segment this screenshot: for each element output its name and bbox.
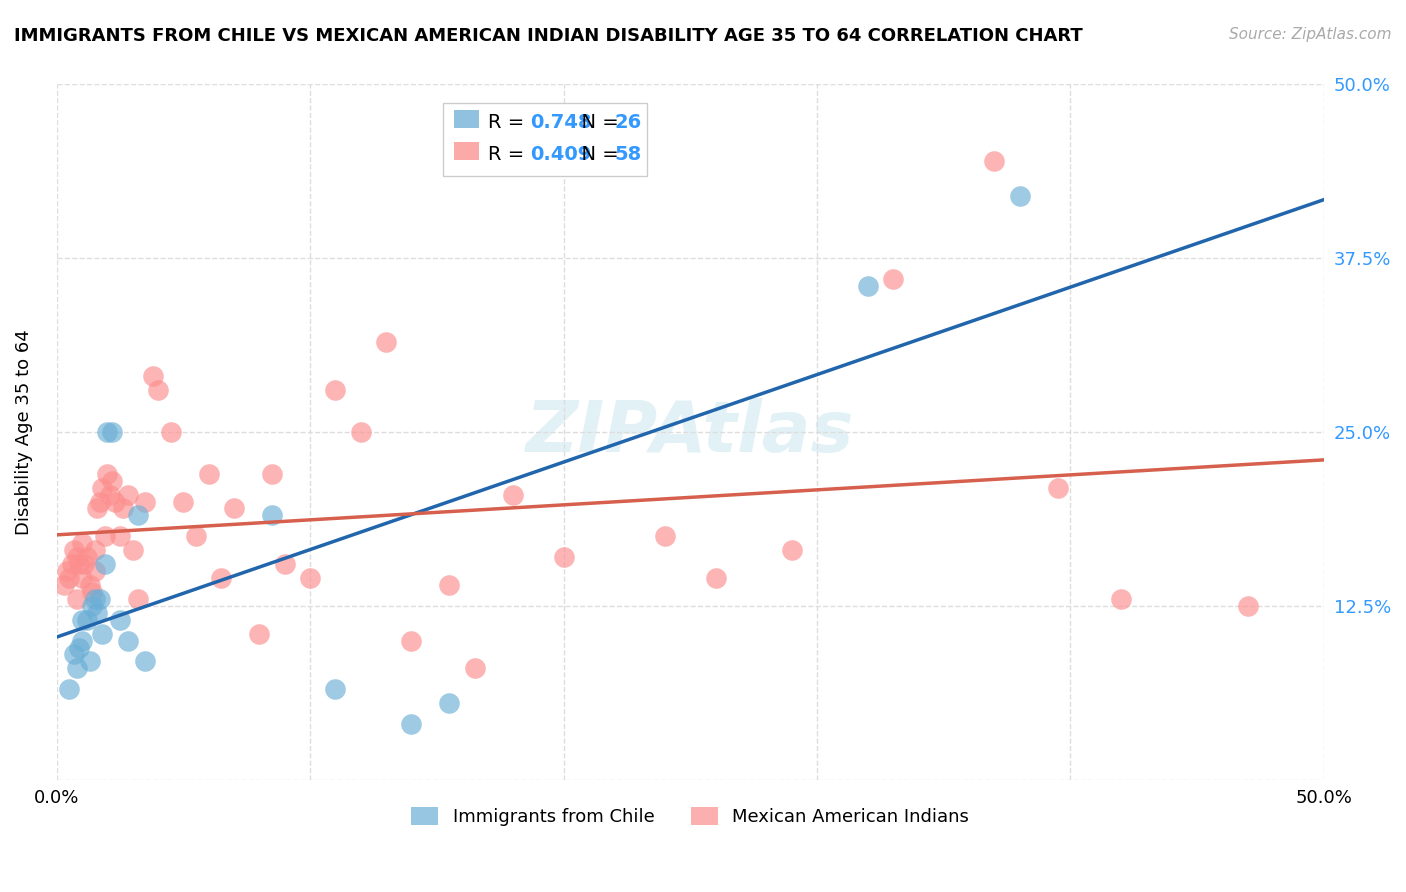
Point	[63, 543, 86, 558]
Point	[780, 543, 803, 558]
Point	[67, 640, 90, 655]
Legend: Immigrants from Chile, Mexican American Indians: Immigrants from Chile, Mexican American …	[404, 799, 976, 833]
Point	[83, 543, 105, 558]
Point	[94, 529, 117, 543]
Point	[66, 661, 89, 675]
Point	[464, 661, 486, 675]
Point	[70, 613, 93, 627]
Point	[96, 467, 118, 481]
Point	[91, 626, 114, 640]
Point	[89, 591, 111, 606]
Point	[104, 494, 127, 508]
Point	[82, 599, 104, 613]
Point	[117, 633, 139, 648]
Point	[66, 550, 89, 565]
Point	[439, 578, 461, 592]
Point	[117, 487, 139, 501]
Point	[98, 487, 121, 501]
Point	[96, 425, 118, 439]
Point	[856, 279, 879, 293]
Point	[1237, 599, 1260, 613]
Point	[82, 585, 104, 599]
Point	[350, 425, 373, 439]
Text: ZIPAtlas: ZIPAtlas	[526, 398, 855, 467]
Text: R =: R =	[488, 145, 530, 164]
Point	[60, 557, 83, 571]
Point	[94, 557, 117, 571]
Point	[67, 557, 90, 571]
Point	[101, 474, 124, 488]
Point	[70, 571, 93, 585]
Point	[553, 550, 575, 565]
Point	[274, 557, 297, 571]
Text: IMMIGRANTS FROM CHILE VS MEXICAN AMERICAN INDIAN DISABILITY AGE 35 TO 64 CORRELA: IMMIGRANTS FROM CHILE VS MEXICAN AMERICA…	[14, 27, 1083, 45]
Point	[197, 467, 219, 481]
Point	[654, 529, 676, 543]
Text: R =: R =	[488, 113, 530, 132]
Point	[76, 550, 98, 565]
Point	[70, 536, 93, 550]
Point	[108, 529, 131, 543]
Point	[91, 481, 114, 495]
Text: N =: N =	[569, 113, 626, 132]
Text: 0.409: 0.409	[530, 145, 592, 164]
Point	[299, 571, 322, 585]
Point	[1046, 481, 1069, 495]
Point	[111, 501, 134, 516]
Point	[1008, 188, 1031, 202]
Point	[121, 543, 143, 558]
Point	[142, 369, 165, 384]
Point	[146, 384, 169, 398]
Point	[108, 613, 131, 627]
Point	[63, 648, 86, 662]
Point	[134, 655, 156, 669]
Point	[86, 606, 108, 620]
Point	[55, 564, 77, 578]
Point	[70, 633, 93, 648]
Point	[89, 494, 111, 508]
Point	[159, 425, 181, 439]
Point	[76, 613, 98, 627]
Text: 26: 26	[614, 113, 641, 132]
Text: 58: 58	[614, 145, 641, 164]
Point	[1109, 591, 1132, 606]
Point	[401, 633, 423, 648]
Point	[325, 682, 347, 697]
Point	[260, 508, 283, 523]
Point	[53, 578, 76, 592]
Point	[439, 696, 461, 710]
Point	[247, 626, 270, 640]
Point	[73, 557, 96, 571]
Point	[86, 501, 108, 516]
Y-axis label: Disability Age 35 to 64: Disability Age 35 to 64	[15, 329, 32, 535]
Point	[882, 272, 904, 286]
Point	[101, 425, 124, 439]
Text: 0.748: 0.748	[530, 113, 592, 132]
Point	[325, 384, 347, 398]
Point	[375, 334, 398, 349]
Point	[134, 494, 156, 508]
Point	[58, 682, 80, 697]
Point	[502, 487, 524, 501]
Text: N =: N =	[569, 145, 626, 164]
Point	[209, 571, 232, 585]
Point	[184, 529, 207, 543]
Point	[83, 591, 105, 606]
Point	[222, 501, 245, 516]
Point	[127, 508, 149, 523]
Point	[704, 571, 727, 585]
Point	[66, 591, 89, 606]
Text: Source: ZipAtlas.com: Source: ZipAtlas.com	[1229, 27, 1392, 42]
Point	[260, 467, 283, 481]
Point	[79, 578, 101, 592]
Point	[401, 717, 423, 731]
Point	[79, 655, 101, 669]
Point	[983, 153, 1005, 168]
Point	[83, 564, 105, 578]
Point	[172, 494, 194, 508]
Point	[58, 571, 80, 585]
Point	[127, 591, 149, 606]
